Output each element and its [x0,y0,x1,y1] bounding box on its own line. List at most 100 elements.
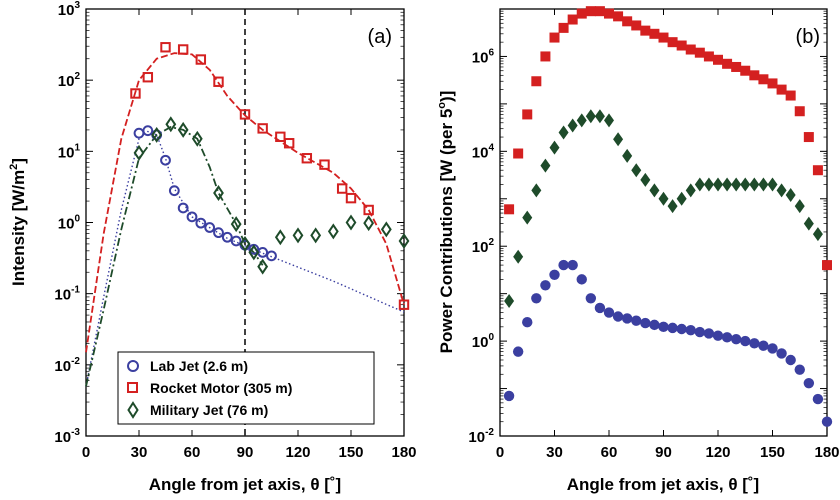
point-military-jet [133,144,145,161]
legend-marker-lab-jet [127,360,139,372]
point-rocket-motor [504,204,515,215]
point-lab-jet [749,338,760,349]
point-military-jet [239,235,251,252]
point-rocket-motor [776,84,787,95]
legend-item-lab-jet: Lab Jet (2.6 m) [127,358,248,374]
y-tick-label: 103 [58,0,81,19]
point-lab-jet [603,307,615,318]
point-lab-jet [142,125,154,137]
point-lab-jet [631,315,642,326]
point-military-jet [794,199,805,214]
point-military-jet [513,249,524,264]
point-rocket-motor [694,47,705,58]
point-military-jet [213,184,224,201]
point-rocket-motor [160,42,171,53]
point-lab-jet [594,302,606,314]
point-military-jet [310,227,322,244]
fit-line-rocket-motor [85,52,405,353]
point-lab-jet [168,185,180,197]
point-rocket-motor [522,109,533,120]
point-rocket-motor [363,204,374,216]
point-lab-jet [204,222,216,233]
point-rocket-motor [613,11,624,22]
panel-label-b: (b) [796,26,820,48]
point-military-jet [327,223,339,240]
point-rocket-motor [345,192,357,204]
x-tick-label: 180 [391,444,416,461]
point-rocket-motor [275,131,286,143]
point-rocket-motor [812,165,823,176]
legend-marker-rocket-motor [127,382,138,393]
point-lab-jet [694,326,706,338]
point-lab-jet [676,323,687,335]
point-rocket-motor [257,123,268,134]
point-rocket-motor [130,88,141,99]
point-military-jet [722,177,733,192]
point-rocket-motor [301,153,313,164]
panel-a: 0 30 60 90 120 150 180 10-3 10-2 10-1 100 101 102 103… [8,0,417,494]
point-rocket-motor [758,74,769,85]
legend: Lab Jet (2.6 m) Rocket Motor (305 m) Mil… [117,351,375,425]
point-lab-jet [794,364,805,375]
legend-label-rocket-motor: Rocket Motor (305 m) [150,380,292,396]
x-axis-label-b: Angle from jet axis, θ [˚] [567,475,759,494]
point-lab-jet [730,333,742,345]
point-lab-jet [667,322,678,334]
point-rocket-motor [667,37,678,48]
point-lab-jet [503,390,515,402]
point-military-jet [585,109,596,124]
point-lab-jet [549,269,560,280]
point-rocket-motor [822,260,832,271]
x-tick-label: 120 [285,444,310,461]
point-rocket-motor [558,22,569,33]
point-military-jet [165,116,177,133]
point-military-jet [567,118,578,133]
point-rocket-motor [803,132,814,143]
point-military-jet [740,177,751,192]
point-lab-jet [758,340,769,351]
data-points-b [503,6,833,427]
point-lab-jet [740,335,751,347]
data-points-a [130,42,410,310]
point-rocket-motor [767,78,778,89]
point-rocket-motor [585,6,596,17]
point-rocket-motor [676,40,687,51]
point-rocket-motor [713,54,723,65]
point-military-jet [531,183,542,198]
y-tick-label: 100 [472,332,495,351]
y-tick-label: 101 [58,142,81,161]
y-tick-label: 10-2 [468,427,494,446]
point-lab-jet [177,202,189,214]
point-lab-jet [540,280,551,291]
point-lab-jet [266,250,277,262]
point-military-jet [549,140,560,155]
point-military-jet [576,113,587,128]
point-rocket-motor [540,51,551,62]
point-rocket-motor [794,106,805,117]
point-lab-jet [612,311,624,322]
point-lab-jet [160,154,171,166]
point-military-jet [631,163,642,178]
point-rocket-motor [195,54,207,65]
point-lab-jet [512,346,524,357]
point-military-jet [345,214,357,231]
legend-box [117,351,375,425]
point-military-jet [151,126,163,143]
point-lab-jet [213,227,224,239]
point-lab-jet [703,328,715,339]
point-military-jet [191,130,203,147]
point-lab-jet [230,235,242,247]
point-military-jet [676,191,687,206]
point-military-jet [230,216,242,233]
point-rocket-motor [336,183,348,194]
panel-label-a: (a) [368,26,392,48]
point-military-jet [758,177,769,192]
x-tick-label: 90 [655,444,672,461]
point-rocket-motor [649,28,660,39]
point-rocket-motor [549,32,560,43]
point-lab-jet [658,321,669,333]
point-military-jet [540,158,551,173]
point-lab-jet [186,211,198,223]
point-rocket-motor [640,25,651,36]
